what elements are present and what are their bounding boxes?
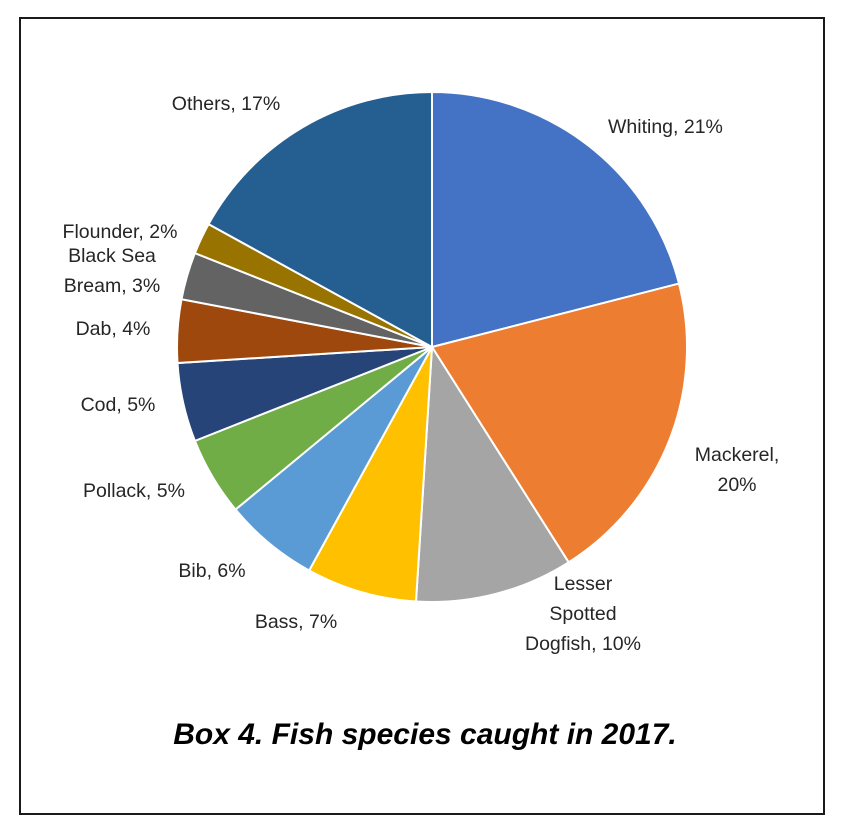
chart-caption: Box 4. Fish species caught in 2017.	[173, 718, 677, 751]
pie-slice-lesser-spotted-dogfish	[414, 343, 571, 603]
pie-slice-others	[207, 90, 433, 349]
pie-slices	[176, 90, 689, 603]
slice-label-bass: Bass, 7%	[255, 611, 337, 633]
slice-label-others: Others, 17%	[172, 93, 280, 115]
slice-label-cod: Cod, 5%	[81, 394, 156, 416]
slice-label-dab: Dab, 4%	[76, 318, 151, 340]
slice-labels: Whiting, 21% Mackerel, 20% Lesser Spotted Dog…	[63, 93, 780, 655]
slice-label-lesser-spotted-dogfish: Lesser Spotted Dogfish, 10%	[525, 573, 641, 655]
slice-label-pollack: Pollack, 5%	[83, 480, 185, 502]
slice-label-bib: Bib, 6%	[178, 560, 245, 582]
slice-label-mackerel: Mackerel, 20%	[695, 444, 780, 496]
slice-label-black-sea-bream: Black Sea Bream, 3%	[64, 245, 160, 297]
slice-label-flounder: Flounder, 2%	[63, 221, 178, 243]
pie-slice-whiting	[431, 90, 681, 349]
slice-label-whiting: Whiting, 21%	[608, 116, 723, 138]
pie-slice-bass	[307, 346, 433, 603]
pie-slice-mackerel	[430, 282, 689, 564]
